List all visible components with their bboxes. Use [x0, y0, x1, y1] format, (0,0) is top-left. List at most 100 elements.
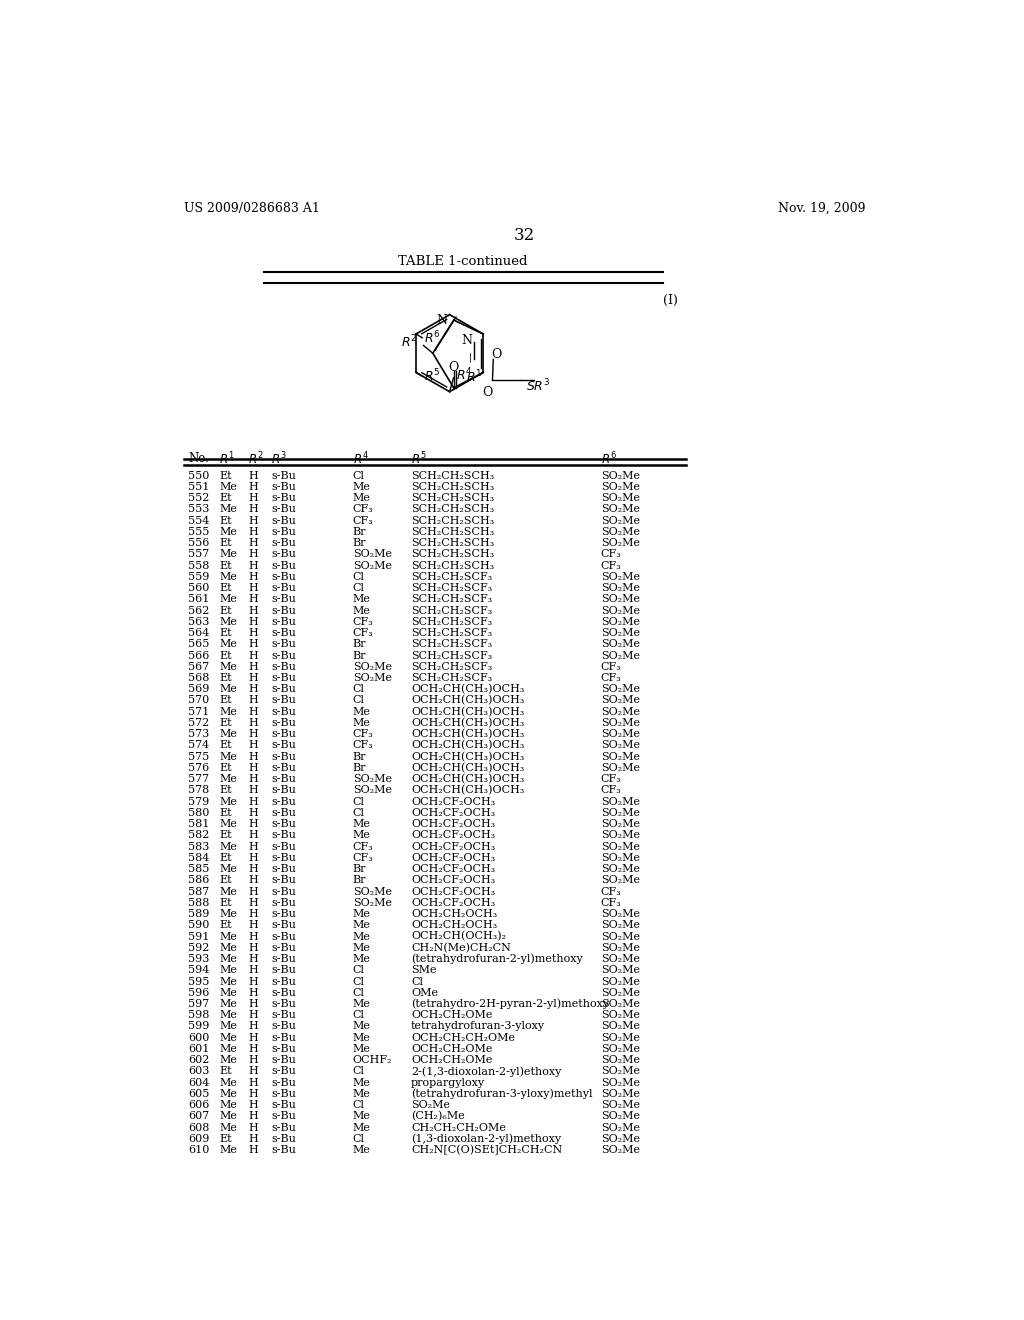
Text: Me: Me — [219, 1123, 238, 1133]
Text: Et: Et — [219, 651, 232, 660]
Text: 610: 610 — [188, 1146, 210, 1155]
Text: H: H — [248, 583, 258, 593]
Text: 598: 598 — [188, 1010, 210, 1020]
Text: H: H — [248, 616, 258, 627]
Text: OCH₂CH(CH₃)OCH₃: OCH₂CH(CH₃)OCH₃ — [411, 718, 524, 729]
Text: Me: Me — [219, 932, 238, 941]
Text: 594: 594 — [188, 965, 210, 975]
Text: s-Bu: s-Bu — [271, 696, 296, 705]
Text: H: H — [248, 741, 258, 751]
Text: 576: 576 — [188, 763, 210, 774]
Text: 569: 569 — [188, 684, 210, 694]
Text: 597: 597 — [188, 999, 210, 1008]
Text: s-Bu: s-Bu — [271, 1055, 296, 1065]
Text: s-Bu: s-Bu — [271, 987, 296, 998]
Text: Me: Me — [219, 865, 238, 874]
Text: 590: 590 — [188, 920, 210, 931]
Text: SCH₂CH₂SCF₃: SCH₂CH₂SCF₃ — [411, 651, 493, 660]
Text: Me: Me — [219, 1111, 238, 1122]
Text: Me: Me — [219, 482, 238, 492]
Text: Me: Me — [219, 797, 238, 807]
Text: $R^2$: $R^2$ — [401, 334, 418, 351]
Text: s-Bu: s-Bu — [271, 763, 296, 774]
Text: Me: Me — [352, 1089, 371, 1100]
Text: Me: Me — [352, 482, 371, 492]
Text: Me: Me — [352, 942, 371, 953]
Text: SO₂Me: SO₂Me — [601, 594, 640, 605]
Text: $R^4$: $R^4$ — [352, 450, 369, 467]
Text: SO₂Me: SO₂Me — [352, 898, 392, 908]
Text: SO₂Me: SO₂Me — [601, 875, 640, 886]
Text: Me: Me — [352, 594, 371, 605]
Text: Me: Me — [352, 1044, 371, 1053]
Text: $R^2$: $R^2$ — [248, 450, 263, 467]
Text: H: H — [248, 751, 258, 762]
Text: s-Bu: s-Bu — [271, 909, 296, 919]
Text: Me: Me — [219, 774, 238, 784]
Text: H: H — [248, 718, 258, 727]
Text: CF₃: CF₃ — [601, 661, 622, 672]
Text: SCH₂CH₂SCH₃: SCH₂CH₂SCH₃ — [411, 539, 495, 548]
Text: SO₂Me: SO₂Me — [601, 628, 640, 638]
Text: OCH₂CH(CH₃)OCH₃: OCH₂CH(CH₃)OCH₃ — [411, 684, 524, 694]
Text: s-Bu: s-Bu — [271, 741, 296, 751]
Text: Nov. 19, 2009: Nov. 19, 2009 — [778, 202, 866, 215]
Text: 599: 599 — [188, 1022, 210, 1031]
Text: Me: Me — [219, 1010, 238, 1020]
Text: Et: Et — [219, 741, 232, 751]
Text: (tetrahydrofuran-3-yloxy)methyl: (tetrahydrofuran-3-yloxy)methyl — [411, 1089, 592, 1100]
Text: Br: Br — [352, 751, 367, 762]
Text: SO₂Me: SO₂Me — [601, 684, 640, 694]
Text: H: H — [248, 539, 258, 548]
Text: Et: Et — [219, 673, 232, 682]
Text: Me: Me — [352, 1111, 371, 1122]
Text: Me: Me — [219, 527, 238, 537]
Text: 606: 606 — [188, 1100, 210, 1110]
Text: Cl: Cl — [352, 808, 365, 818]
Text: SO₂Me: SO₂Me — [601, 729, 640, 739]
Text: s-Bu: s-Bu — [271, 729, 296, 739]
Text: SO₂Me: SO₂Me — [601, 797, 640, 807]
Text: 605: 605 — [188, 1089, 210, 1100]
Text: SO₂Me: SO₂Me — [601, 651, 640, 660]
Text: SO₂Me: SO₂Me — [601, 471, 640, 480]
Text: Et: Et — [219, 853, 232, 863]
Text: OCH₂CF₂OCH₃: OCH₂CF₂OCH₃ — [411, 808, 496, 818]
Text: Me: Me — [219, 1146, 238, 1155]
Text: s-Bu: s-Bu — [271, 516, 296, 525]
Text: s-Bu: s-Bu — [271, 494, 296, 503]
Text: SO₂Me: SO₂Me — [601, 1123, 640, 1133]
Text: Cl: Cl — [352, 1100, 365, 1110]
Text: SCH₂CH₂SCF₃: SCH₂CH₂SCF₃ — [411, 639, 493, 649]
Text: OCH₂CH(CH₃)OCH₃: OCH₂CH(CH₃)OCH₃ — [411, 696, 524, 706]
Text: 579: 579 — [188, 797, 210, 807]
Text: Me: Me — [352, 830, 371, 841]
Text: CF₃: CF₃ — [601, 673, 622, 682]
Text: SO₂Me: SO₂Me — [601, 718, 640, 727]
Text: s-Bu: s-Bu — [271, 594, 296, 605]
Text: H: H — [248, 696, 258, 705]
Text: SO₂Me: SO₂Me — [601, 706, 640, 717]
Text: Me: Me — [219, 594, 238, 605]
Text: SO₂Me: SO₂Me — [601, 1134, 640, 1144]
Text: s-Bu: s-Bu — [271, 1044, 296, 1053]
Text: SO₂Me: SO₂Me — [601, 954, 640, 964]
Text: OCH₂CH₂OMe: OCH₂CH₂OMe — [411, 1055, 493, 1065]
Text: 583: 583 — [188, 842, 210, 851]
Text: SO₂Me: SO₂Me — [601, 1077, 640, 1088]
Text: Cl: Cl — [352, 797, 365, 807]
Text: s-Bu: s-Bu — [271, 808, 296, 818]
Text: Me: Me — [219, 1044, 238, 1053]
Text: s-Bu: s-Bu — [271, 673, 296, 682]
Text: O: O — [490, 348, 502, 362]
Text: s-Bu: s-Bu — [271, 1067, 296, 1077]
Text: Et: Et — [219, 696, 232, 705]
Text: s-Bu: s-Bu — [271, 853, 296, 863]
Text: CF₃: CF₃ — [601, 887, 622, 896]
Text: s-Bu: s-Bu — [271, 865, 296, 874]
Text: Et: Et — [219, 561, 232, 570]
Text: SO₂Me: SO₂Me — [601, 965, 640, 975]
Text: Me: Me — [219, 999, 238, 1008]
Text: SCH₂CH₂SCF₃: SCH₂CH₂SCF₃ — [411, 606, 493, 615]
Text: H: H — [248, 875, 258, 886]
